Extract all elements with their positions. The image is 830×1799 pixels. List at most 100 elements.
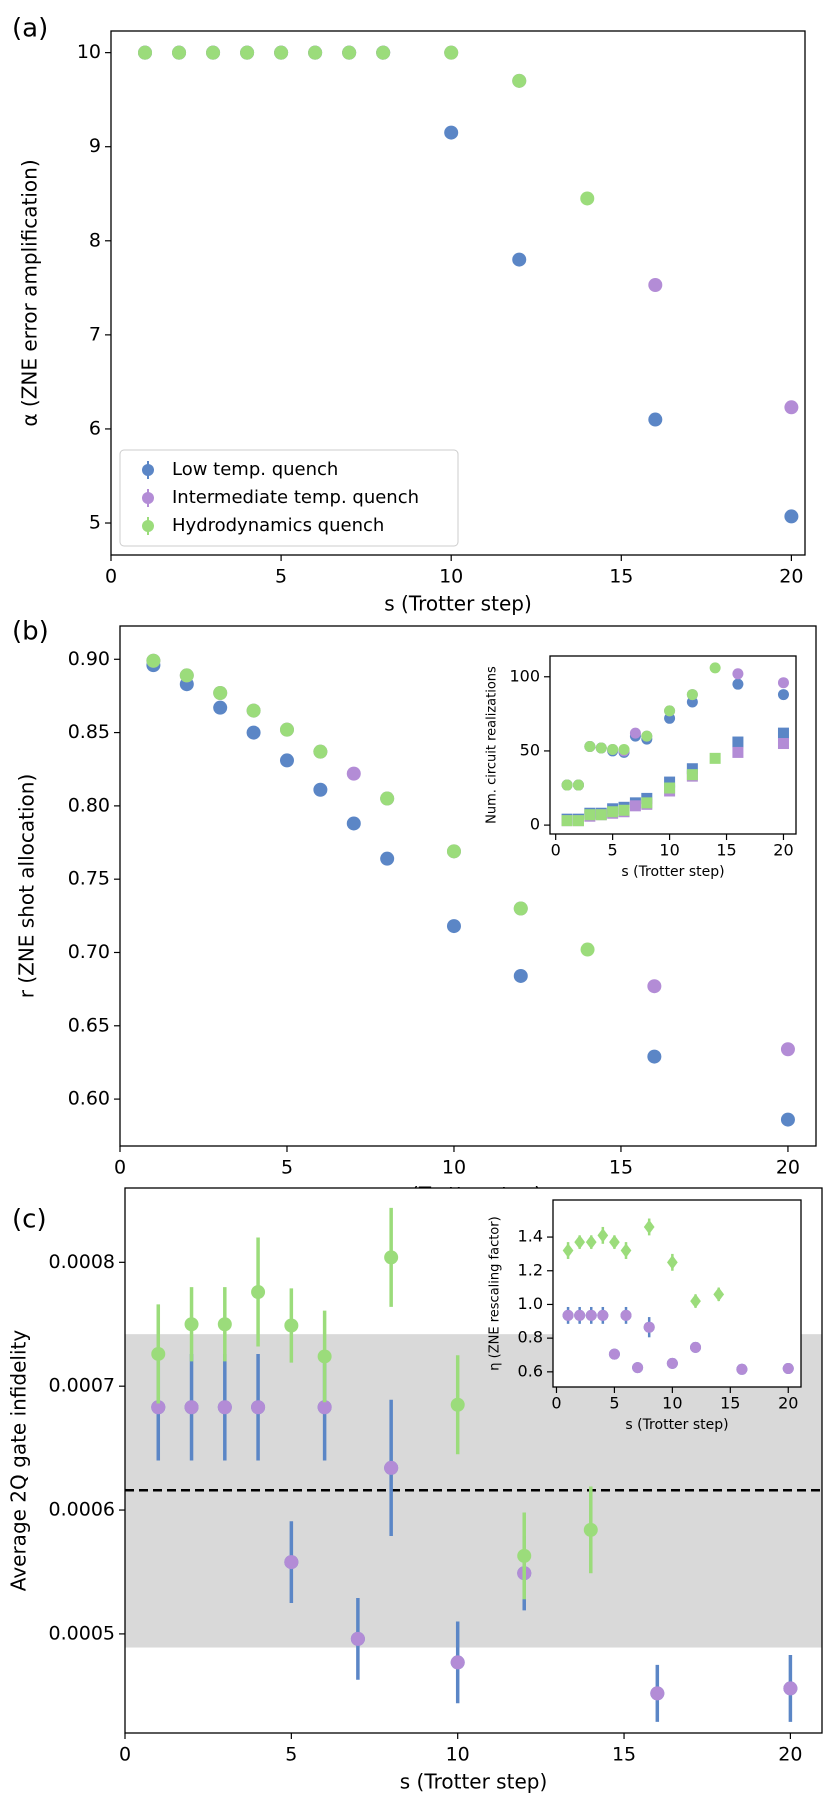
marker (709, 752, 721, 764)
marker (313, 782, 328, 797)
y-tick-label: 0.90 (68, 648, 110, 670)
marker (184, 1400, 199, 1415)
y-tick-label: 0.75 (68, 868, 110, 890)
x-tick-label: 5 (608, 841, 618, 860)
marker (583, 1522, 598, 1537)
marker (664, 705, 676, 717)
marker (736, 1363, 748, 1375)
marker (780, 1042, 795, 1057)
marker (620, 1309, 632, 1321)
marker (686, 769, 698, 781)
marker (643, 1321, 655, 1333)
x-axis-label: s (Trotter step) (384, 592, 532, 616)
y-tick-label: 0.80 (68, 794, 110, 816)
marker (317, 1400, 332, 1415)
y-tick-label: 9 (89, 135, 101, 157)
marker (274, 45, 289, 60)
marker (308, 45, 323, 60)
marker (732, 678, 744, 690)
y-tick-label: 1.0 (518, 1294, 543, 1313)
x-tick-label: 20 (776, 1157, 800, 1179)
x-tick-label: 10 (439, 566, 463, 588)
y-tick-label: 1.4 (518, 1227, 543, 1246)
axes-frame (549, 655, 797, 835)
y-tick-label: 0.8 (518, 1328, 543, 1347)
marker (240, 45, 255, 60)
marker (783, 1681, 798, 1696)
x-axis-label: s (Trotter step) (400, 1770, 548, 1794)
marker (380, 851, 395, 866)
marker (732, 736, 744, 748)
marker (444, 125, 459, 140)
marker (664, 776, 676, 788)
marker (446, 919, 461, 934)
marker (629, 727, 641, 739)
x-tick-label: 20 (779, 566, 803, 588)
marker (172, 45, 187, 60)
marker (713, 1287, 725, 1302)
marker (647, 1049, 662, 1064)
y-tick-label: 0.0005 (49, 1622, 115, 1644)
x-tick-label: 10 (446, 1744, 470, 1766)
y-tick-label: 0.70 (68, 941, 110, 963)
marker (346, 766, 361, 781)
marker (632, 1362, 644, 1374)
y-tick-label: 50 (520, 740, 540, 759)
legend-label: Low temp. quench (172, 459, 338, 480)
marker (585, 1309, 597, 1321)
x-tick-label: 15 (609, 1157, 633, 1179)
marker (777, 738, 789, 750)
marker (346, 816, 361, 831)
marker (648, 412, 663, 427)
x-tick-label: 20 (773, 841, 793, 860)
marker (647, 979, 662, 994)
y-tick-label: 7 (89, 323, 101, 345)
marker (284, 1555, 299, 1570)
marker (206, 45, 221, 60)
marker (607, 743, 619, 755)
y-tick-label: 0.0006 (49, 1499, 115, 1521)
y-tick-label: 8 (89, 229, 101, 251)
marker (574, 1309, 586, 1321)
panel-label: (c) (12, 1205, 47, 1235)
marker (782, 1362, 794, 1374)
marker (597, 1228, 609, 1243)
y-tick-label: 0.85 (68, 721, 110, 743)
marker (142, 464, 154, 476)
y-tick-label: 1.2 (518, 1260, 543, 1279)
axes-frame (119, 625, 817, 1147)
x-axis-label: s (Trotter step) (625, 1417, 728, 1433)
marker (641, 730, 653, 742)
marker (384, 1250, 399, 1265)
y-tick-label: 10 (77, 41, 101, 63)
y-tick-label: 0.60 (68, 1088, 110, 1110)
marker (584, 809, 596, 821)
marker (580, 191, 595, 206)
x-tick-label: 0 (551, 1394, 561, 1413)
marker (780, 1112, 795, 1127)
marker (562, 1309, 574, 1321)
marker (246, 703, 261, 718)
marker (777, 727, 789, 739)
marker (629, 800, 641, 812)
marker (584, 740, 596, 752)
marker (608, 1348, 620, 1360)
y-tick-label: 0.0008 (49, 1251, 115, 1273)
x-tick-label: 20 (778, 1394, 798, 1413)
marker (664, 782, 676, 794)
marker (667, 1255, 678, 1270)
marker (513, 968, 528, 983)
marker (513, 901, 528, 916)
x-tick-label: 5 (275, 566, 287, 588)
marker (597, 1309, 609, 1321)
marker (595, 809, 607, 821)
marker (317, 1349, 332, 1364)
y-axis-label: Num. circuit realizations (485, 666, 500, 824)
legend: Low temp. quench Intermediate temp. quenc… (119, 449, 459, 547)
x-tick-label: 15 (609, 566, 633, 588)
x-tick-label: 10 (659, 841, 679, 860)
marker (580, 942, 595, 957)
marker (251, 1400, 266, 1415)
